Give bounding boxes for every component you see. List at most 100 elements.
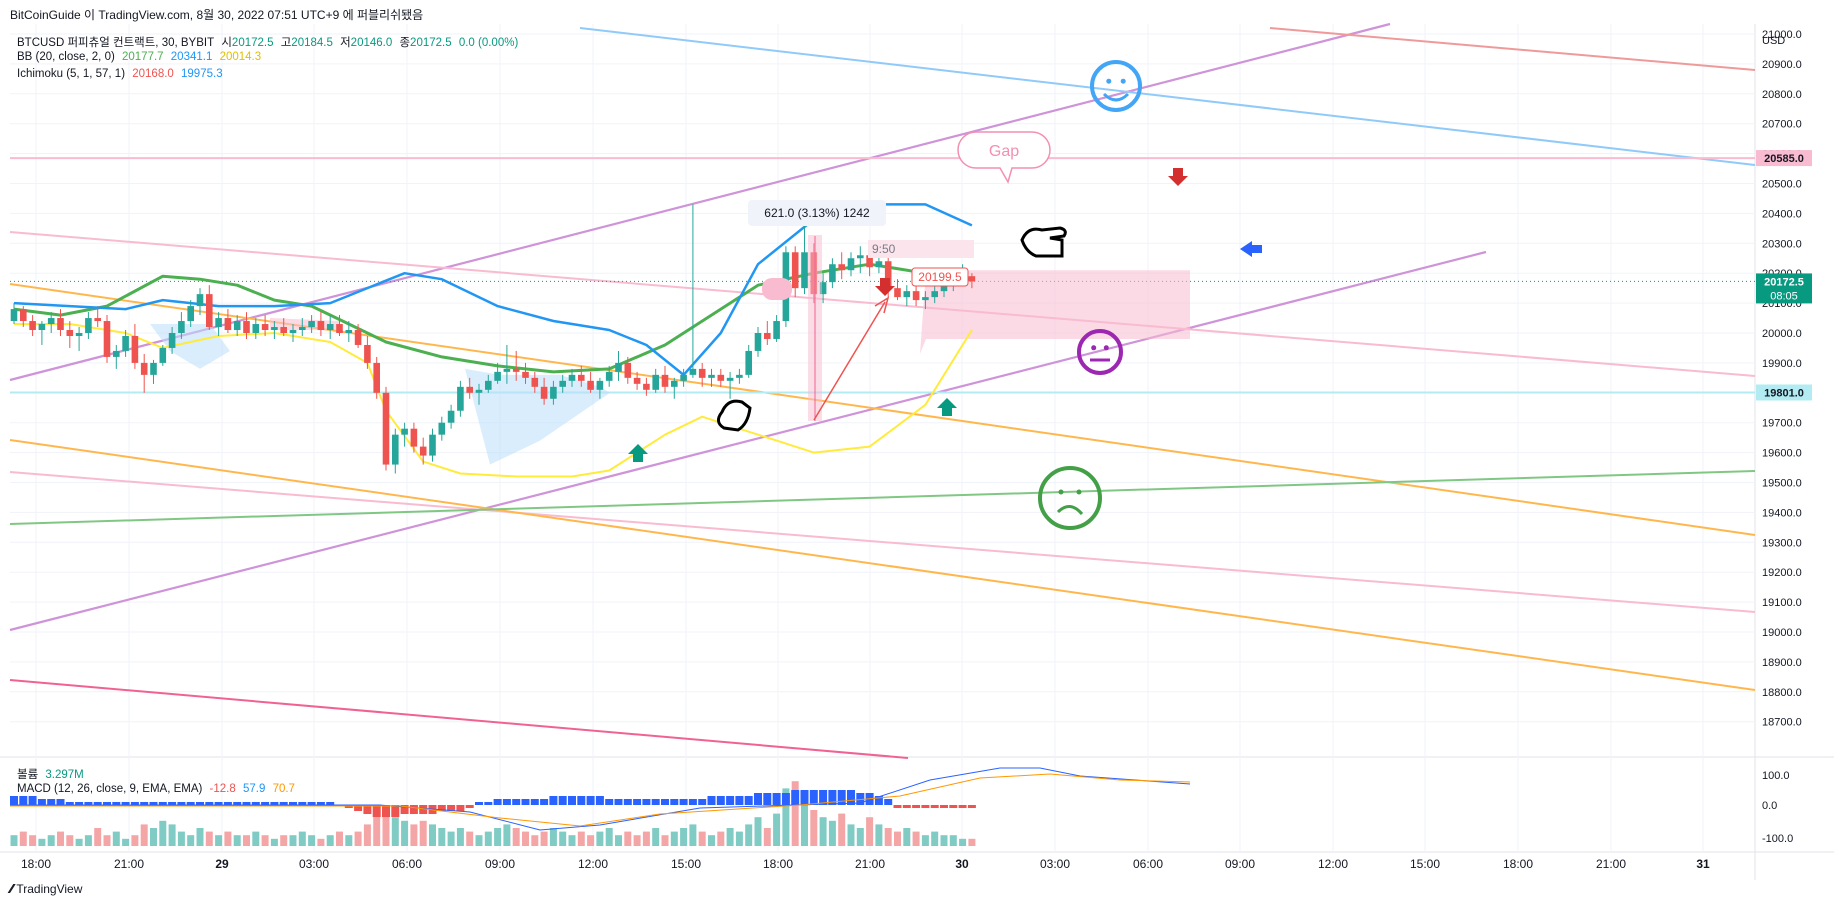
candle-body <box>429 434 436 456</box>
macd-bar <box>661 799 669 805</box>
macd-bar <box>121 802 130 805</box>
footer: ⁄⁄ TradingView <box>10 881 82 896</box>
price-label-box <box>1756 150 1812 167</box>
volume-bar <box>633 835 641 846</box>
candle <box>540 377 548 405</box>
macd-bar <box>196 802 204 805</box>
candle-body <box>308 321 315 328</box>
candle-body <box>336 324 343 333</box>
macd-bar <box>493 799 502 805</box>
candle-body <box>903 291 911 298</box>
x-tick-label: 29 <box>215 857 229 871</box>
volume-bar <box>140 824 148 846</box>
volume-bar <box>763 828 771 846</box>
candle-body <box>587 380 594 390</box>
candle <box>717 368 725 387</box>
candle <box>271 321 278 339</box>
volume-bar <box>624 831 632 846</box>
candle <box>280 318 287 336</box>
candle <box>206 285 213 331</box>
macd-bar <box>47 799 56 805</box>
macd-legend[interactable]: MACD (12, 26, close, 9, EMA, EMA) -12.8 … <box>17 783 299 795</box>
candle <box>326 315 334 339</box>
x-tick-label: 21:00 <box>855 857 885 871</box>
price-axis[interactable]: USD21000.020900.020800.020700.020600.020… <box>1756 29 1812 729</box>
chart-drawings <box>9 22 1756 759</box>
hand-fist-icon <box>717 399 752 432</box>
ichimoku-value-2: 19975.3 <box>181 68 223 80</box>
candle-body <box>503 368 511 372</box>
volume-bar <box>921 835 929 846</box>
macd-bar <box>456 805 465 811</box>
candle-body <box>447 410 455 423</box>
candle <box>215 312 222 336</box>
candle <box>829 258 836 289</box>
candle-body <box>791 252 799 289</box>
candle <box>233 315 241 336</box>
candle-body <box>10 309 18 322</box>
price-chart[interactable]: 621.0 (3.13%) 1242 9:50 20199.5 Gap USD2100… <box>0 0 1834 880</box>
symbol-label[interactable]: BTCUSD 퍼피츄얼 컨트랙트, 30, BYBIT <box>17 37 215 49</box>
macd-bar <box>940 805 948 808</box>
volume-bar <box>187 835 195 846</box>
candle <box>159 344 167 366</box>
volume-bar <box>233 835 241 846</box>
candle <box>261 315 269 336</box>
volume-label: 볼륨 <box>17 769 39 781</box>
candle-body <box>764 333 771 339</box>
candle <box>243 312 250 339</box>
candle-body <box>252 324 260 333</box>
candle <box>922 291 929 310</box>
candle-body <box>196 294 204 307</box>
macd-tick-label: 100.0 <box>1762 770 1790 782</box>
volume-legend[interactable]: 볼륨 3.297M <box>17 766 88 782</box>
x-tick-label: 09:00 <box>485 857 515 871</box>
ichimoku-legend[interactable]: Ichimoku (5, 1, 57, 1) 20168.0 19975.3 <box>17 68 227 80</box>
macd-bar <box>930 805 939 808</box>
candle <box>345 321 353 342</box>
macd-bar <box>484 802 493 805</box>
macd-bar <box>56 799 65 805</box>
macd-bar <box>577 796 586 805</box>
volume-bar <box>689 824 697 846</box>
y-tick-label: 19500.0 <box>1762 478 1802 490</box>
candle <box>801 213 808 295</box>
footer-brand[interactable]: TradingView <box>16 881 83 896</box>
candle <box>140 353 148 393</box>
time-axis[interactable]: 18:00 21:00 29 03:00 06:00 09:00 12:00 15:00 18:… <box>21 857 1710 871</box>
macd-bar <box>130 802 139 805</box>
candle-body <box>457 386 464 411</box>
candle <box>354 324 362 348</box>
gap-label: Gap <box>989 143 1019 160</box>
macd-bar <box>307 802 316 805</box>
volume-bar <box>66 835 74 846</box>
ichimoku-label: Ichimoku (5, 1, 57, 1) <box>17 68 126 80</box>
macd-bar <box>177 802 186 805</box>
macd-bar <box>251 802 260 805</box>
candle-body <box>354 330 362 345</box>
candle <box>857 246 864 274</box>
volume-bar <box>847 824 855 846</box>
volume-bar <box>475 835 483 846</box>
volume-bar <box>447 831 455 846</box>
bb-legend[interactable]: BB (20, close, 2, 0) 20177.7 20341.1 200… <box>17 51 265 63</box>
y-tick-label: 18800.0 <box>1762 687 1802 699</box>
candle-body <box>884 261 892 289</box>
volume-bar <box>29 835 37 846</box>
candle-body <box>243 321 250 333</box>
volume-bar <box>131 835 139 846</box>
volume-bar <box>177 831 185 846</box>
candle-body <box>57 318 64 331</box>
macd-bar <box>214 802 223 805</box>
macd-bar <box>698 799 707 805</box>
candle-body <box>29 321 36 331</box>
volume-bar <box>150 828 157 846</box>
trend-arrow <box>813 301 886 421</box>
macd-bar <box>10 796 18 805</box>
candle-body <box>633 377 641 384</box>
candle-body <box>661 374 669 387</box>
bb-label: BB (20, close, 2, 0) <box>17 51 115 63</box>
macd-bar <box>437 805 446 811</box>
symbol-legend: BTCUSD 퍼피츄얼 컨트랙트, 30, BYBIT 시20172.5 고20… <box>17 34 522 50</box>
candle-body <box>280 327 287 333</box>
